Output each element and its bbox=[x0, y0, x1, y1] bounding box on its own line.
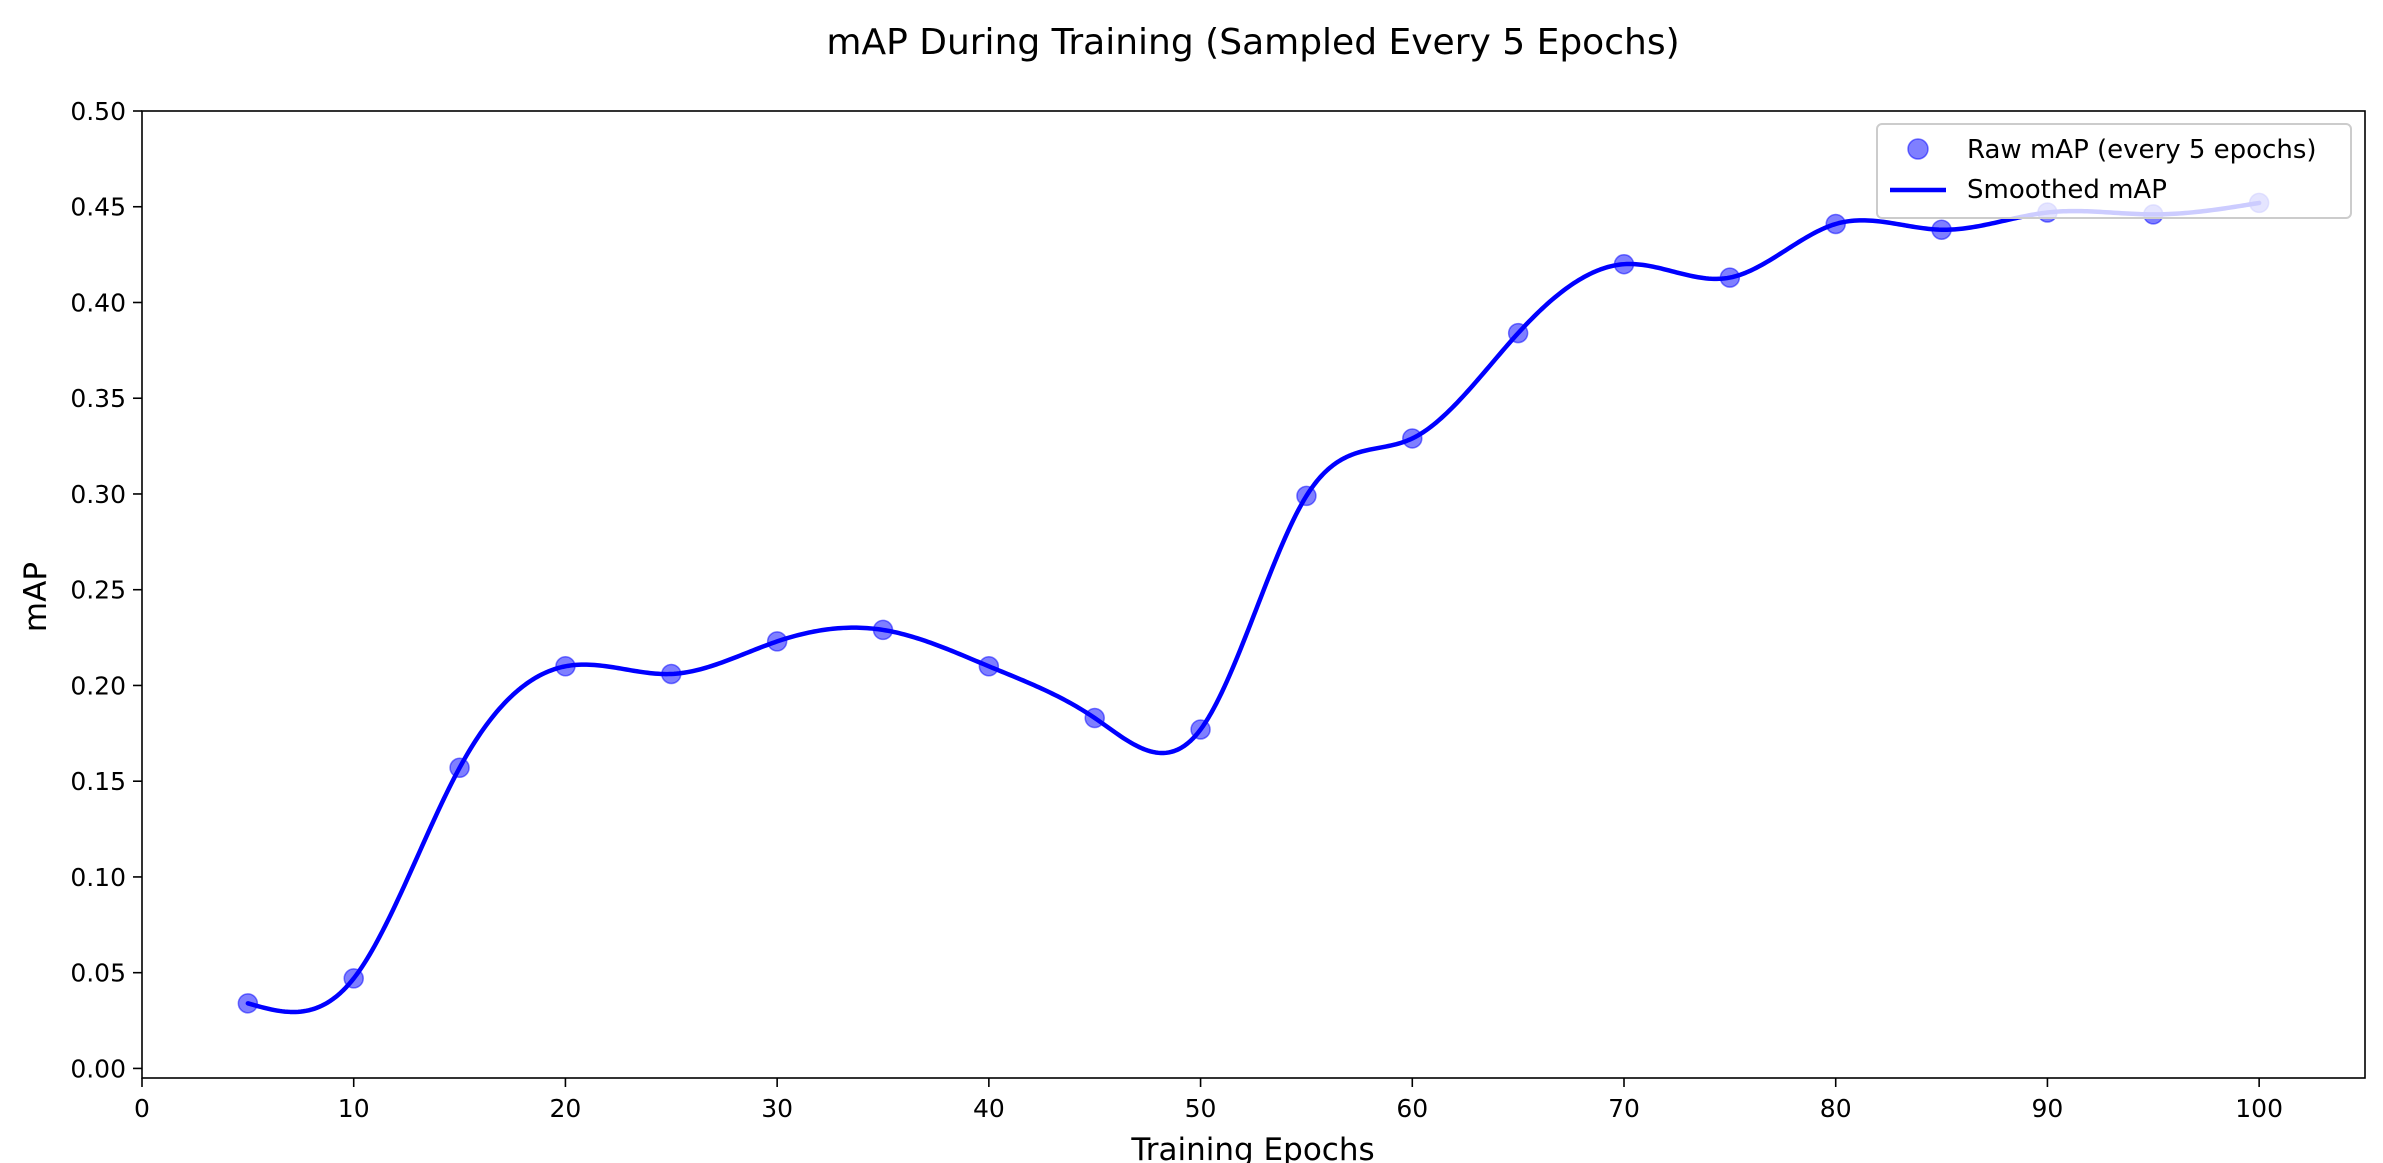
raw-map-point bbox=[1402, 428, 1423, 449]
x-tick-label: 50 bbox=[1185, 1094, 1217, 1123]
x-tick-label: 10 bbox=[338, 1094, 370, 1123]
y-tick-label: 0.45 bbox=[70, 193, 126, 222]
x-tick-label: 0 bbox=[134, 1094, 150, 1123]
y-tick-label: 0.25 bbox=[70, 576, 126, 605]
points-layer bbox=[237, 192, 2270, 1014]
raw-map-point bbox=[1613, 253, 1635, 275]
x-tick-label: 40 bbox=[973, 1094, 1005, 1123]
x-tick-label: 60 bbox=[1396, 1094, 1428, 1123]
raw-map-point bbox=[1719, 267, 1741, 288]
raw-map-point bbox=[237, 993, 259, 1014]
legend-marker-raw bbox=[1907, 138, 1929, 160]
raw-map-point bbox=[343, 968, 364, 989]
y-tick-label: 0.10 bbox=[70, 863, 126, 892]
smoothed-layer bbox=[245, 200, 2262, 1015]
y-axis-label: mAP bbox=[18, 562, 54, 632]
x-axis-label: Training Epochs bbox=[1130, 1132, 1374, 1163]
raw-map-point bbox=[872, 619, 894, 641]
ticks-layer: 0 10 20 30 40 50 60 70 80 90 100 0.00 0.05 0.10 0.15 0.… bbox=[70, 97, 2283, 1123]
smoothed-line bbox=[245, 200, 2262, 1015]
raw-map-point bbox=[1190, 719, 1211, 740]
raw-map-point bbox=[1296, 485, 1317, 507]
y-tick-label: 0.50 bbox=[70, 97, 126, 126]
chart-title: mAP During Training (Sampled Every 5 Epo… bbox=[826, 22, 1679, 63]
x-tick-label: 100 bbox=[2235, 1094, 2283, 1123]
legend-box bbox=[1876, 123, 2352, 219]
y-tick-label: 0.00 bbox=[70, 1054, 126, 1083]
raw-map-point bbox=[1931, 219, 1952, 240]
y-tick-label: 0.30 bbox=[70, 480, 126, 509]
x-tick-label: 90 bbox=[2032, 1094, 2064, 1123]
x-tick-label: 30 bbox=[761, 1094, 793, 1123]
y-tick-label: 0.40 bbox=[70, 288, 126, 317]
x-tick-label: 80 bbox=[1820, 1094, 1852, 1123]
raw-map-point bbox=[978, 656, 1000, 677]
y-tick-label: 0.05 bbox=[70, 959, 126, 988]
raw-map-point bbox=[1825, 213, 1846, 235]
legend-label-smoothed: Smoothed mAP bbox=[1967, 175, 2167, 205]
legend: Raw mAP (every 5 epochs) Smoothed mAP bbox=[1876, 123, 2352, 219]
y-tick-label: 0.15 bbox=[70, 767, 126, 796]
x-tick-label: 20 bbox=[550, 1094, 582, 1123]
raw-map-point bbox=[449, 757, 470, 779]
raw-map-point bbox=[661, 663, 682, 685]
x-tick-label: 70 bbox=[1608, 1094, 1640, 1123]
y-tick-label: 0.35 bbox=[70, 384, 126, 413]
raw-map-point bbox=[1507, 322, 1529, 344]
y-tick-label: 0.20 bbox=[70, 671, 126, 700]
raw-map-point bbox=[1084, 707, 1105, 729]
raw-map-point bbox=[555, 656, 576, 677]
plot-frame bbox=[141, 110, 2366, 1079]
legend-label-raw: Raw mAP (every 5 epochs) bbox=[1967, 135, 2317, 165]
raw-map-point bbox=[766, 631, 788, 652]
